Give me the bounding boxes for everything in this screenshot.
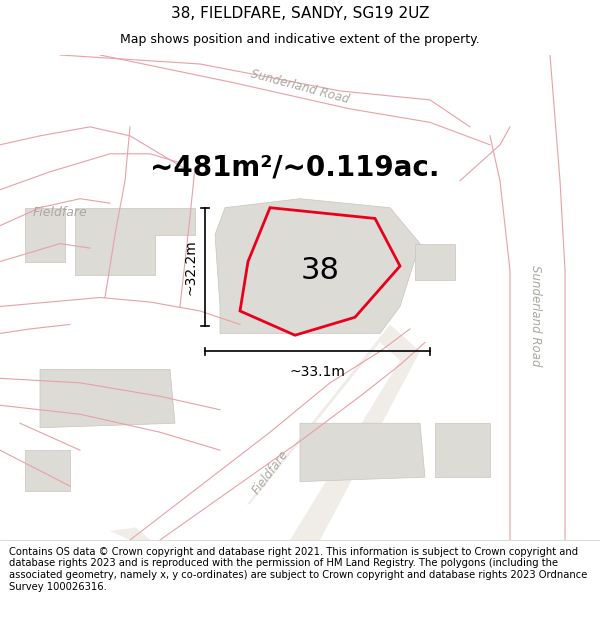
Text: 38: 38 xyxy=(301,256,340,285)
Text: Fieldfare: Fieldfare xyxy=(32,206,88,219)
Polygon shape xyxy=(25,450,70,491)
Polygon shape xyxy=(130,342,400,540)
Polygon shape xyxy=(435,423,490,477)
Polygon shape xyxy=(75,208,195,275)
Text: ~33.1m: ~33.1m xyxy=(290,365,346,379)
Polygon shape xyxy=(110,324,420,540)
Polygon shape xyxy=(40,369,175,428)
Polygon shape xyxy=(460,55,600,540)
Polygon shape xyxy=(300,423,425,482)
Polygon shape xyxy=(0,118,100,226)
Polygon shape xyxy=(215,199,420,333)
Text: Sunderland Road: Sunderland Road xyxy=(249,67,351,106)
Text: ~481m²/~0.119ac.: ~481m²/~0.119ac. xyxy=(150,153,440,181)
Text: ~32.2m: ~32.2m xyxy=(183,239,197,295)
Text: Sunderland Road: Sunderland Road xyxy=(529,265,542,366)
Polygon shape xyxy=(570,55,600,91)
Text: Map shows position and indicative extent of the property.: Map shows position and indicative extent… xyxy=(120,33,480,46)
Polygon shape xyxy=(0,199,80,306)
Text: 38, FIELDFARE, SANDY, SG19 2UZ: 38, FIELDFARE, SANDY, SG19 2UZ xyxy=(171,6,429,21)
Text: Fieldfare: Fieldfare xyxy=(250,448,290,497)
Polygon shape xyxy=(200,55,500,181)
Polygon shape xyxy=(415,244,455,279)
Text: Contains OS data © Crown copyright and database right 2021. This information is : Contains OS data © Crown copyright and d… xyxy=(9,547,587,592)
Polygon shape xyxy=(200,55,430,127)
Polygon shape xyxy=(25,208,65,262)
